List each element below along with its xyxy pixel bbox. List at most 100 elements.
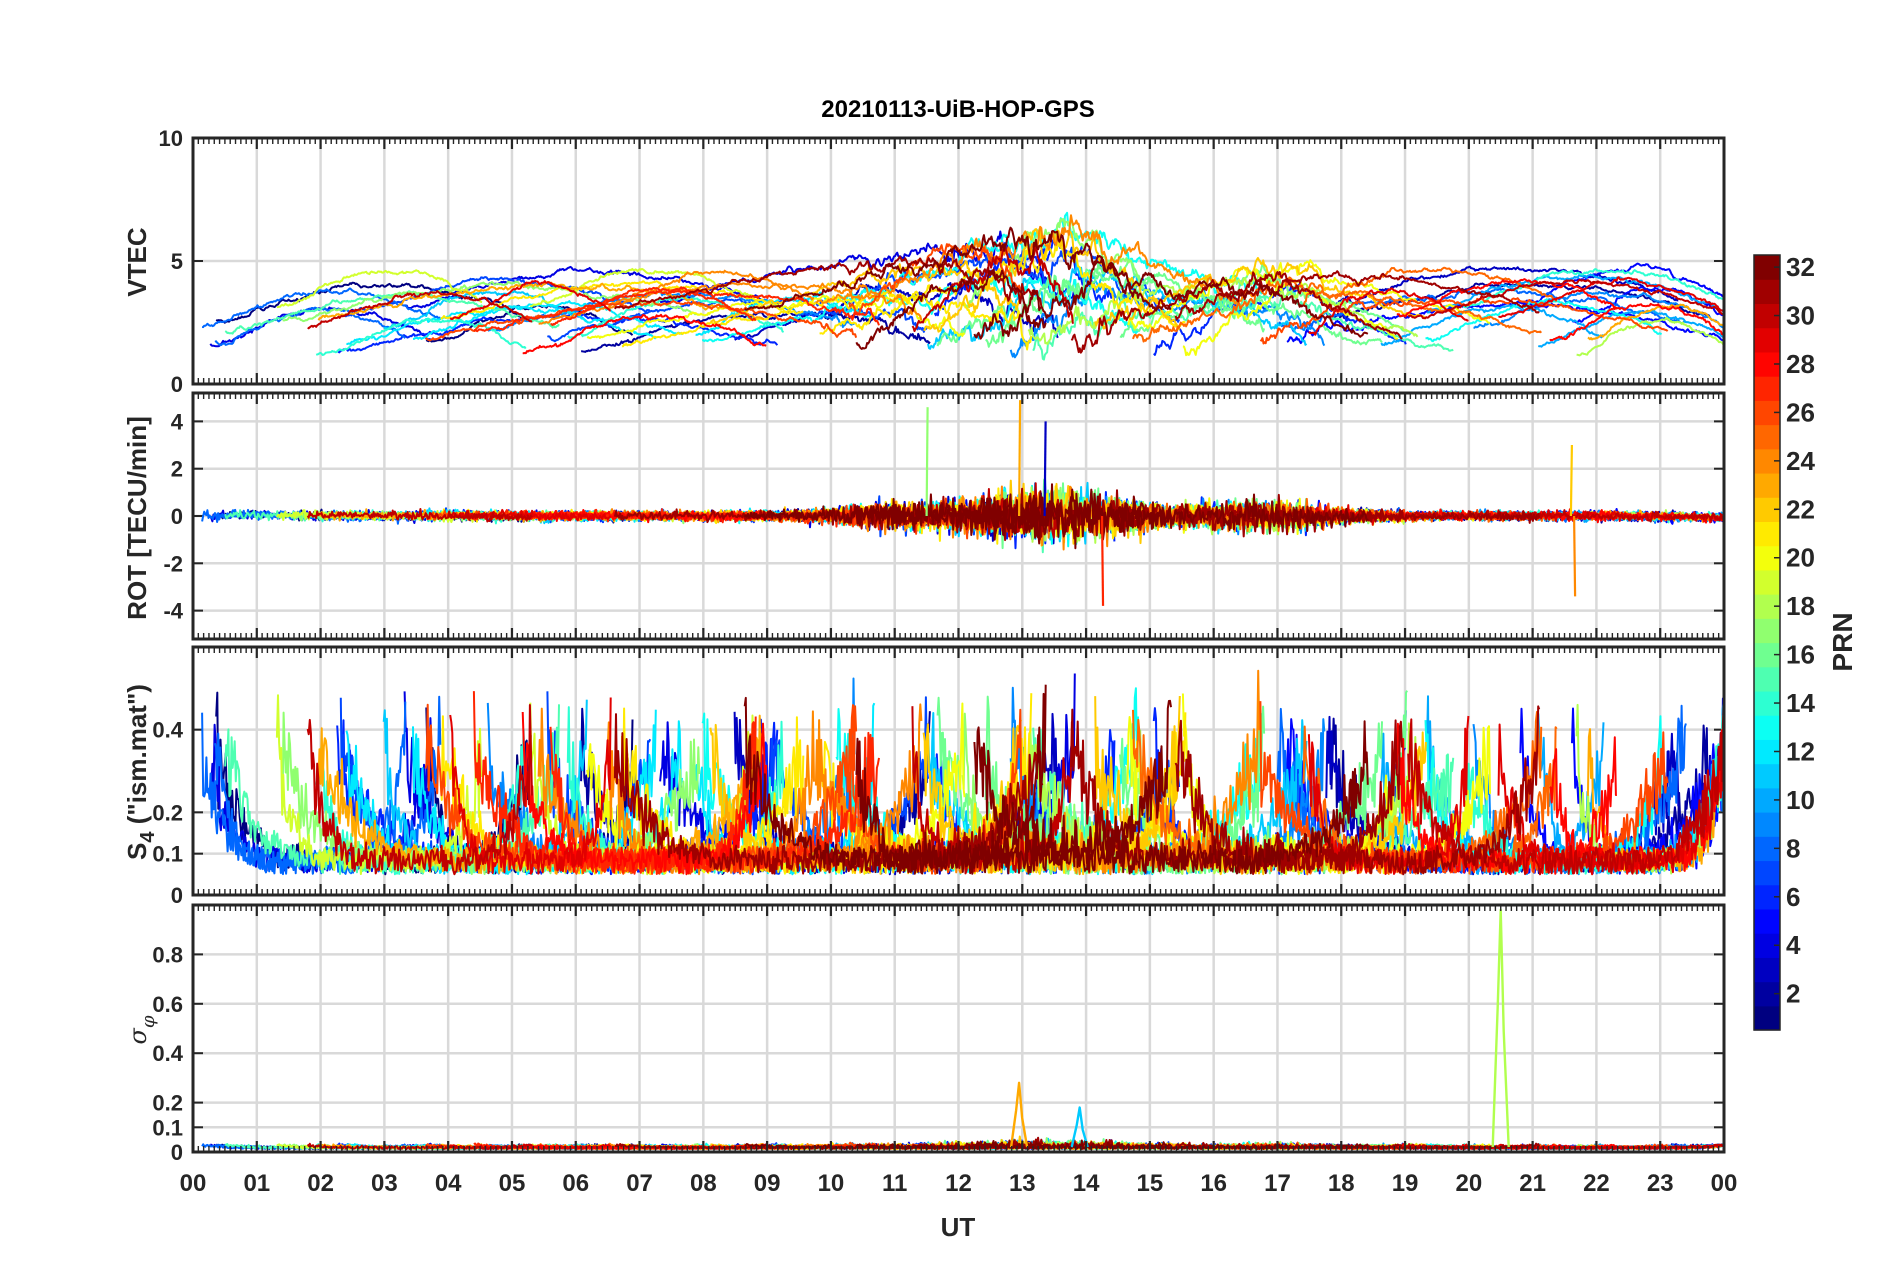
x-tick-label: 14	[1073, 1170, 1100, 1197]
rot-spike	[925, 407, 929, 517]
vtec-trace-prn-13	[835, 211, 1263, 306]
colorbar-swatch	[1754, 908, 1780, 934]
vtec-trace-prn-30	[1407, 278, 1725, 320]
x-tick-label: 09	[754, 1170, 781, 1197]
sigma-phi-panel: 00.10.2 0.4 0.6 0.8	[152, 903, 1726, 1165]
s4-trace-prn-19	[275, 694, 484, 875]
s4-panel: 0 0.1 0.2 0.4	[152, 645, 1726, 908]
colorbar-swatch	[1754, 812, 1780, 837]
vtec-axis-label: VTEC	[122, 227, 152, 297]
s4-ytick-label: 0.4	[152, 718, 183, 743]
rot-axis-label: ROT [TECU/min]	[122, 416, 152, 620]
sigma_phi-ytick-label: 0	[171, 1140, 183, 1165]
rot-trace-prn-30	[306, 508, 533, 523]
colorbar-tick-label: 8	[1786, 833, 1800, 863]
vtec-trace-prn-10	[1538, 309, 1724, 348]
rot-ytick-label: 0	[171, 504, 183, 529]
vtec-trace-prn-11	[383, 289, 588, 330]
vtec-trace-prn-7	[547, 297, 929, 343]
rot-panel: -4 -2 0 2 4	[163, 391, 1726, 641]
vtec-trace-prn-25	[1132, 276, 1542, 343]
sigma_phi-ytick-label: 0.8	[152, 942, 183, 967]
colorbar-swatch	[1754, 763, 1780, 789]
vtec-trace-prn-10	[1380, 303, 1605, 347]
colorbar-swatch	[1754, 521, 1780, 547]
s4-axis-label-rest: ("ism.mat")	[122, 684, 152, 831]
vtec-trace-prn-18	[1576, 316, 1725, 357]
vtec-ytick-label: 0	[171, 372, 183, 397]
s4-axis-label: S4 ("ism.mat")	[122, 684, 159, 860]
colorbar-tick-label: 18	[1786, 591, 1815, 621]
x-tick-label: 22	[1583, 1170, 1610, 1197]
x-tick-label: 18	[1328, 1170, 1355, 1197]
vtec-trace-prn-27	[473, 289, 880, 333]
vtec-trace-prn-28	[522, 313, 767, 355]
x-tick-label: 03	[371, 1170, 398, 1197]
x-tick-label: 16	[1200, 1170, 1227, 1197]
colorbar-swatch	[1754, 860, 1780, 886]
colorbar-swatch	[1754, 666, 1780, 692]
colorbar-tick-label: 4	[1786, 930, 1801, 960]
vtec-trace-prn-22	[710, 260, 1022, 324]
x-tick-label: 12	[945, 1170, 972, 1197]
x-tick-label: 04	[435, 1170, 462, 1197]
colorbar-tick-label: 32	[1786, 252, 1815, 282]
x-tick-label: 23	[1647, 1170, 1674, 1197]
vtec-trace-prn-23	[1587, 303, 1725, 341]
vtec-panel: 0 5 10	[159, 126, 1726, 397]
sigma-phi-trace-prn-32	[855, 1140, 1047, 1150]
colorbar-tick-label: 22	[1786, 494, 1815, 524]
sigma-phi-trace-prn-30	[306, 1142, 533, 1150]
s4-trace-prn-30	[306, 704, 533, 876]
vtec-trace-prn-27	[550, 286, 757, 326]
x-tick-label: 01	[243, 1170, 270, 1197]
colorbar-swatch	[1754, 715, 1780, 740]
x-tick-label: 00	[180, 1170, 207, 1197]
vtec-trace-prn-7	[340, 276, 651, 318]
colorbar-tick-label: 30	[1786, 301, 1815, 331]
x-tick-label: 02	[307, 1170, 334, 1197]
colorbar-swatch	[1754, 957, 1780, 983]
colorbar-swatch	[1754, 279, 1780, 305]
rot-spike	[1043, 421, 1047, 517]
vtec-trace-prn-8	[214, 306, 407, 346]
rot-trace-prn-32	[855, 490, 1047, 541]
colorbar-tick-label: 16	[1786, 640, 1815, 670]
colorbar-tick-label: 28	[1786, 349, 1815, 379]
vtec-trace-prn-12	[413, 300, 683, 340]
vtec-trace-prn-30	[911, 243, 1074, 333]
colorbar-tick-label: 12	[1786, 736, 1815, 766]
x-axis-label: UT	[941, 1212, 976, 1242]
x-tick-label: 10	[818, 1170, 845, 1197]
vtec-trace-prn-32	[855, 268, 1047, 350]
colorbar-tick-label: 14	[1786, 688, 1815, 718]
rot-trace-prn-32	[743, 483, 1172, 541]
vtec-trace-prn-31	[1070, 271, 1403, 354]
colorbar-tick-label: 6	[1786, 882, 1800, 912]
rot-trace-prn-31	[1175, 493, 1541, 538]
rot-spike	[1100, 515, 1105, 606]
sigma-phi-axis-label: σφ	[124, 1015, 159, 1044]
vtec-trace-prn-22	[1094, 257, 1427, 330]
s4-ytick-label: 0.1	[152, 842, 183, 867]
vtec-trace-prn-9	[1473, 291, 1724, 329]
vtec-trace-prn-3	[1325, 265, 1679, 307]
sigma-phi-axis-label-sub: φ	[138, 1015, 159, 1028]
sigma_phi-ytick-label: 0.6	[152, 992, 183, 1017]
x-tick-label: 00	[1711, 1170, 1738, 1197]
vtec-trace-prn-32	[973, 255, 1369, 340]
colorbar-swatch	[1754, 376, 1780, 401]
colorbar-tick-label: 24	[1786, 446, 1815, 476]
colorbar-tick-label: 2	[1786, 979, 1800, 1009]
rot-traces	[201, 400, 1725, 606]
vtec-trace-prn-29	[1308, 287, 1469, 336]
colorbar-swatch	[1754, 327, 1780, 353]
vtec-trace-prn-28	[1549, 302, 1724, 342]
s4-trace-prn-29	[449, 697, 612, 875]
colorbar-swatch	[1754, 569, 1780, 595]
s4-trace-prn-32	[855, 684, 1047, 875]
vtec-trace-prn-32	[744, 226, 1172, 312]
rot-spike	[1569, 445, 1573, 517]
vtec-ytick-label: 5	[171, 249, 183, 274]
